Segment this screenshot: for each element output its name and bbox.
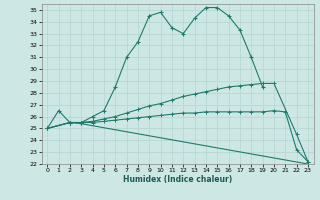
X-axis label: Humidex (Indice chaleur): Humidex (Indice chaleur) [123, 175, 232, 184]
